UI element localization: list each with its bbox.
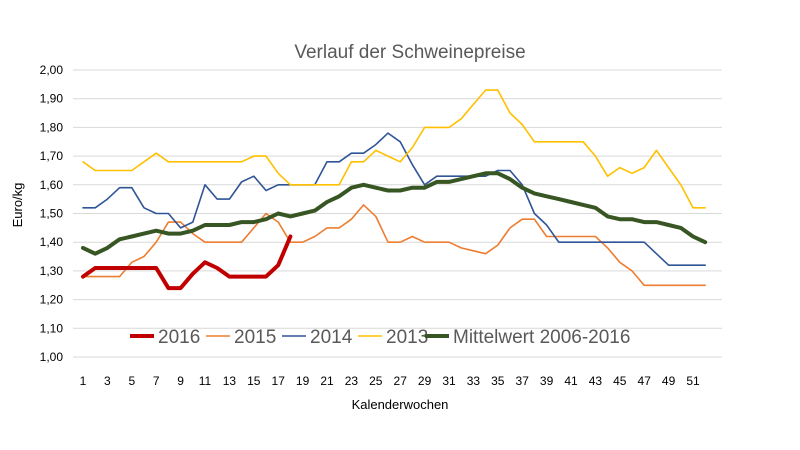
x-tick-label: 7 — [153, 374, 160, 388]
x-tick-label: 15 — [247, 374, 261, 388]
chart-title: Verlauf der Schweinepreise — [294, 42, 525, 63]
series-line-4 — [81, 171, 708, 256]
y-axis-title: Euro/kg — [10, 183, 25, 228]
series-line-0 — [81, 234, 293, 291]
gridlines — [73, 69, 722, 358]
y-tick-label: 1,50 — [40, 207, 64, 221]
x-tick-label: 51 — [686, 374, 700, 388]
x-tick-label: 33 — [467, 374, 481, 388]
y-tick-label: 1,40 — [40, 235, 64, 249]
series-lines — [81, 89, 708, 291]
y-tick-label: 1,60 — [40, 178, 64, 192]
x-tick-label: 47 — [638, 374, 652, 388]
legend-label: 2015 — [234, 327, 276, 348]
legend-label: Mittelwert 2006-2016 — [453, 327, 630, 348]
legend: 2016 2015 2014 2013 Mittelwert 2006-2016 — [130, 327, 630, 348]
x-tick-label: 37 — [516, 374, 530, 388]
legend-label: 2016 — [158, 327, 200, 348]
legend-label: 2014 — [310, 327, 353, 348]
x-tick-label: 11 — [199, 374, 212, 388]
y-tick-label: 1,30 — [40, 264, 64, 278]
x-tick-label: 39 — [540, 374, 554, 388]
y-tick-label: 1,80 — [40, 120, 64, 134]
x-tick-label: 41 — [564, 374, 578, 388]
x-tick-label: 29 — [418, 374, 432, 388]
x-tick-label: 19 — [296, 374, 310, 388]
x-tick-label: 27 — [394, 374, 408, 388]
x-axis-ticks: 1 3 5 7 9 11 13 15 17 19 21 23 25 27 29 31 33 35 37 39 41 43 4… — [80, 374, 700, 388]
x-tick-label: 1 — [80, 374, 87, 388]
x-tick-label: 25 — [369, 374, 383, 388]
x-tick-label: 49 — [662, 374, 676, 388]
legend-label: 2013 — [386, 327, 428, 348]
x-tick-label: 17 — [272, 374, 286, 388]
y-tick-label: 1,20 — [40, 293, 64, 307]
x-tick-label: 23 — [345, 374, 359, 388]
x-tick-label: 45 — [613, 374, 627, 388]
y-tick-label: 1,90 — [40, 92, 64, 106]
series-line-2 — [82, 132, 707, 267]
y-tick-label: 2,00 — [40, 63, 64, 77]
x-tick-label: 35 — [491, 374, 505, 388]
x-tick-label: 43 — [589, 374, 603, 388]
series-line-3 — [82, 89, 707, 209]
x-tick-label: 13 — [223, 374, 237, 388]
x-tick-label: 3 — [104, 374, 111, 388]
y-tick-label: 1,10 — [40, 321, 64, 335]
y-axis-ticks: 1,00 1,10 1,20 1,30 1,40 1,50 1,60 1,70 1,80 1,90… — [40, 63, 64, 364]
x-tick-label: 31 — [442, 374, 456, 388]
x-tick-label: 9 — [177, 374, 184, 388]
x-tick-label: 21 — [320, 374, 334, 388]
y-tick-label: 1,70 — [40, 149, 64, 163]
y-tick-label: 1,00 — [40, 350, 64, 364]
x-tick-label: 5 — [128, 374, 135, 388]
x-axis-title: Kalenderwochen — [352, 397, 449, 412]
